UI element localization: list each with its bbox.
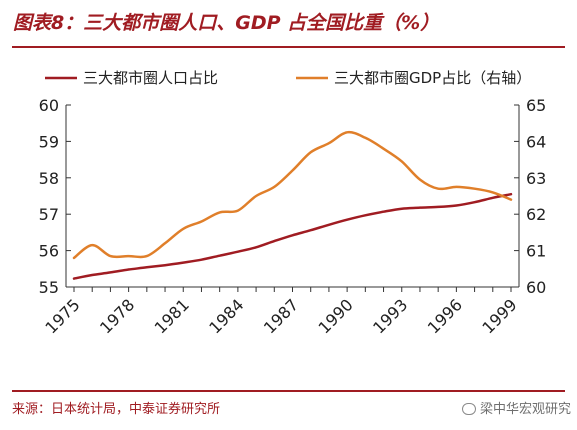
y-right-tick-label: 60 bbox=[526, 278, 546, 297]
y-right-tick-label: 62 bbox=[526, 205, 546, 224]
y-left-tick-label: 60 bbox=[39, 96, 59, 115]
y-left-tick-label: 59 bbox=[39, 132, 59, 151]
title-divider bbox=[12, 46, 565, 48]
x-tick-label: 1981 bbox=[151, 295, 193, 337]
x-tick-label: 1999 bbox=[478, 295, 520, 337]
axes: 55 56 57 58 59 60 60 61 62 63 64 65 1975 1978 1981 1984… bbox=[39, 96, 547, 337]
y-right-tick-label: 61 bbox=[526, 242, 546, 261]
gdp-share-line bbox=[72, 130, 513, 260]
legend-label-population: 三大都市圈人口占比 bbox=[83, 69, 218, 87]
y-right-tick-label: 64 bbox=[526, 132, 546, 151]
series bbox=[72, 130, 513, 280]
y-left-tick-label: 55 bbox=[39, 278, 59, 297]
x-tick-label: 1984 bbox=[205, 295, 247, 337]
watermark: 梁中华宏观研究 bbox=[462, 398, 571, 417]
y-right-tick-label: 63 bbox=[526, 169, 546, 188]
chart-title: 图表8：三大都市圈人口、GDP 占全国比重（%） bbox=[13, 12, 440, 34]
x-tick-label: 1987 bbox=[260, 295, 302, 337]
x-tick-label: 1975 bbox=[41, 295, 83, 337]
watermark-text: 梁中华宏观研究 bbox=[480, 402, 572, 417]
source-note: 来源：日本统计局，中泰证券研究所 bbox=[12, 402, 221, 417]
x-tick-label: 1990 bbox=[315, 295, 357, 337]
dual-axis-line-chart: 三大都市圈人口占比 三大都市圈GDP占比（右轴） 55 56 57 58 59 60 60 6… bbox=[39, 69, 547, 337]
population-share-line bbox=[72, 192, 513, 280]
legend: 三大都市圈人口占比 三大都市圈GDP占比（右轴） bbox=[45, 69, 531, 87]
legend-label-gdp: 三大都市圈GDP占比（右轴） bbox=[334, 69, 531, 87]
y-left-tick-label: 58 bbox=[39, 169, 59, 188]
x-tick-label: 1996 bbox=[424, 295, 466, 337]
x-tick-label: 1993 bbox=[369, 295, 411, 337]
y-right-tick-label: 65 bbox=[526, 96, 546, 115]
x-tick-label: 1978 bbox=[96, 295, 138, 337]
footer-divider bbox=[12, 390, 565, 392]
y-left-tick-label: 56 bbox=[39, 242, 59, 261]
wechat-icon bbox=[462, 403, 476, 415]
y-left-tick-label: 57 bbox=[39, 205, 59, 224]
